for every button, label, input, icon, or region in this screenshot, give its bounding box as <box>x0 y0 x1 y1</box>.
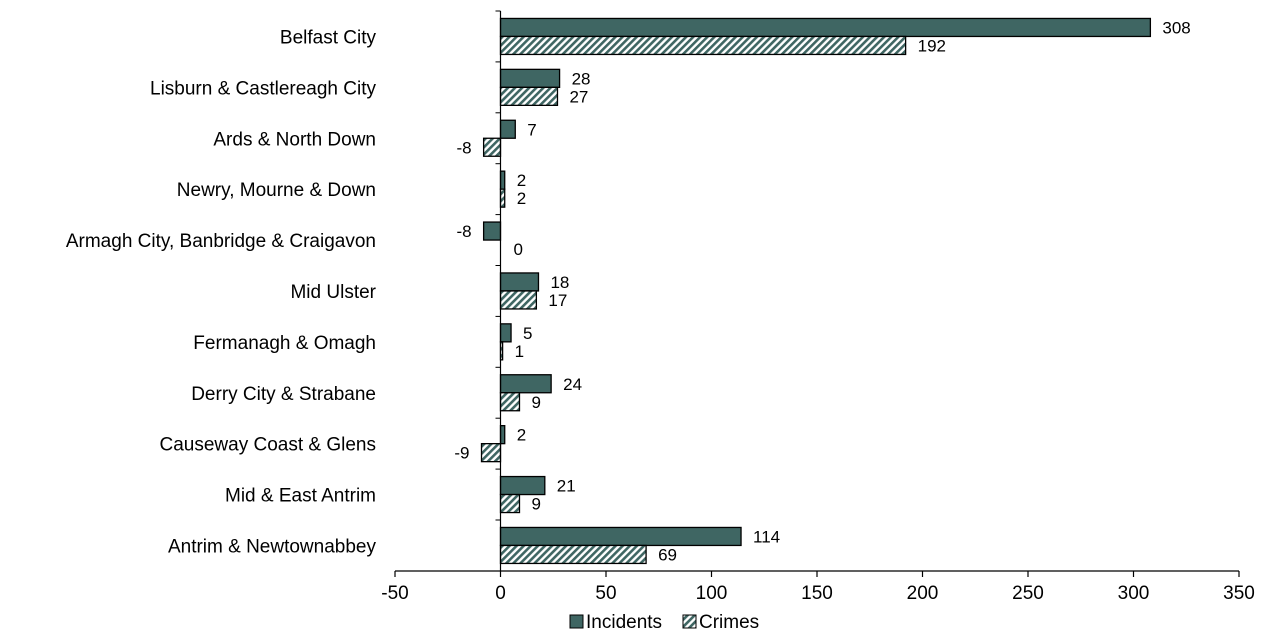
data-label-crimes-belfast-city: 192 <box>918 36 946 55</box>
legend-label-crimes: Crimes <box>699 612 759 633</box>
bar-incidents-belfast-city <box>499 17 1152 38</box>
data-label-crimes-mid-ulster: 17 <box>548 291 567 310</box>
bar-incidents-antrim-newtownabbey <box>499 526 742 547</box>
data-label-incidents-derry-city-strabane: 24 <box>563 375 582 394</box>
category-label-mid-ulster: Mid Ulster <box>290 282 376 303</box>
data-label-crimes-fermanagh-omagh: 1 <box>515 342 524 361</box>
bar-crimes-ards-north-down <box>482 137 502 157</box>
bar-crimes-causeway-coast-glens <box>480 442 502 463</box>
bar-incidents-derry-city-strabane <box>499 374 552 394</box>
x-tick-label-250: 250 <box>1012 583 1044 604</box>
category-label-lisburn-castlereagh-city: Lisburn & Castlereagh City <box>150 78 376 99</box>
data-label-crimes-armagh-city-banbridge-craigavon: 0 <box>514 240 523 259</box>
bar-incidents-mid-east-antrim <box>499 475 546 496</box>
bar-incidents-lisburn-castlereagh-city <box>499 68 561 88</box>
data-label-crimes-causeway-coast-glens: -9 <box>454 444 469 463</box>
data-label-incidents-armagh-city-banbridge-craigavon: -8 <box>456 222 471 241</box>
legend-label-incidents: Incidents <box>586 612 662 633</box>
x-tick-label-150: 150 <box>801 583 833 604</box>
category-label-antrim-newtownabbey: Antrim & Newtownabbey <box>168 536 377 557</box>
x-tick-label-300: 300 <box>1118 583 1150 604</box>
category-label-derry-city-strabane: Derry City & Strabane <box>191 384 376 405</box>
bar-crimes-newry-mourne-down <box>499 188 506 208</box>
data-label-incidents-mid-ulster: 18 <box>550 273 569 292</box>
axes-layer <box>394 10 1240 577</box>
x-tick-label-0: 0 <box>495 583 506 604</box>
category-label-mid-east-antrim: Mid & East Antrim <box>225 486 376 507</box>
category-label-ards-north-down: Ards & North Down <box>213 129 376 150</box>
bar-crimes-belfast-city <box>499 35 907 56</box>
bar-incidents-armagh-city-banbridge-craigavon <box>482 221 502 241</box>
legend: Incidents Crimes <box>569 612 759 633</box>
data-label-incidents-belfast-city: 308 <box>1162 18 1190 37</box>
data-label-crimes-lisburn-castlereagh-city: 27 <box>569 87 588 106</box>
x-tick-label-100: 100 <box>696 583 728 604</box>
data-label-incidents-newry-mourne-down: 2 <box>517 171 526 190</box>
x-tick-label-neg50: -50 <box>381 583 408 604</box>
legend-swatch-incidents <box>569 614 584 629</box>
bar-incidents-causeway-coast-glens <box>499 424 506 445</box>
bar-incidents-newry-mourne-down <box>499 170 506 190</box>
bar-incidents-ards-north-down <box>499 119 516 139</box>
bars-layer <box>480 17 1152 565</box>
bar-crimes-antrim-newtownabbey <box>499 544 647 565</box>
category-label-newry-mourne-down: Newry, Mourne & Down <box>177 180 376 201</box>
data-label-crimes-ards-north-down: -8 <box>456 138 471 157</box>
data-label-incidents-antrim-newtownabbey: 114 <box>753 527 780 546</box>
data-label-incidents-ards-north-down: 7 <box>527 120 536 139</box>
data-label-incidents-mid-east-antrim: 21 <box>557 477 576 496</box>
x-tick-label-50: 50 <box>595 583 616 604</box>
data-label-crimes-antrim-newtownabbey: 69 <box>658 545 677 564</box>
legend-swatch-crimes <box>682 614 697 629</box>
category-label-causeway-coast-glens: Causeway Coast & Glens <box>160 435 377 456</box>
category-label-armagh-city-banbridge-craigavon: Armagh City, Banbridge & Craigavon <box>66 231 376 252</box>
bar-crimes-derry-city-strabane <box>499 392 521 412</box>
data-label-crimes-newry-mourne-down: 2 <box>517 189 526 208</box>
x-tick-label-350: 350 <box>1223 583 1255 604</box>
data-label-incidents-causeway-coast-glens: 2 <box>517 426 526 445</box>
x-tick-label-200: 200 <box>907 583 939 604</box>
bar-crimes-lisburn-castlereagh-city <box>499 86 559 106</box>
category-label-fermanagh-omagh: Fermanagh & Omagh <box>193 333 376 354</box>
bar-crimes-mid-ulster <box>499 290 538 310</box>
bar-crimes-mid-east-antrim <box>499 493 521 514</box>
data-label-incidents-lisburn-castlereagh-city: 28 <box>572 69 591 88</box>
bar-incidents-mid-ulster <box>499 272 540 292</box>
data-label-crimes-derry-city-strabane: 9 <box>531 393 540 412</box>
category-label-belfast-city: Belfast City <box>280 27 377 48</box>
bar-incidents-fermanagh-omagh <box>499 323 512 343</box>
data-label-incidents-fermanagh-omagh: 5 <box>523 324 532 343</box>
data-label-crimes-mid-east-antrim: 9 <box>531 495 540 514</box>
